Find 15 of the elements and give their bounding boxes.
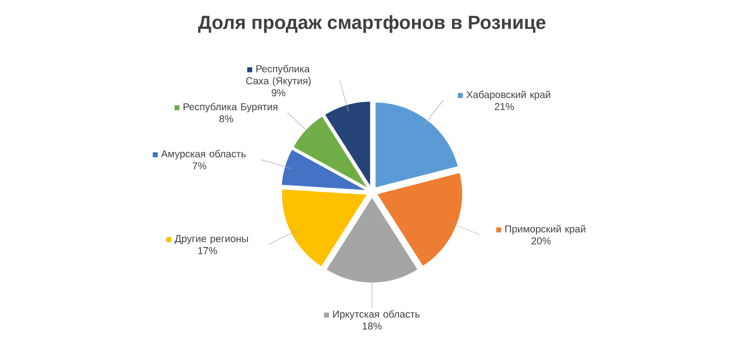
- data-label: 20%: [532, 237, 551, 244]
- legend-label: Республика Саха (Якутия): [246, 64, 311, 86]
- legend-label: Амурская область: [161, 150, 246, 160]
- data-label: 8%: [219, 115, 234, 122]
- legend-label: Другие регионы: [174, 235, 248, 244]
- legend-label: Хабаровский край: [466, 90, 550, 100]
- data-label: 9%: [272, 89, 286, 96]
- data-label: 17%: [198, 247, 218, 254]
- chart-title: Доля продаж смартфонов в Рознице: [198, 15, 546, 33]
- legend-label: Республика Бурятия: [184, 102, 278, 112]
- data-label: 7%: [192, 162, 206, 170]
- data-label: 18%: [362, 322, 382, 330]
- data-label: 21%: [494, 103, 514, 110]
- legend-label: Иркутская область: [333, 310, 420, 320]
- legend-label: Приморский край: [505, 224, 586, 234]
